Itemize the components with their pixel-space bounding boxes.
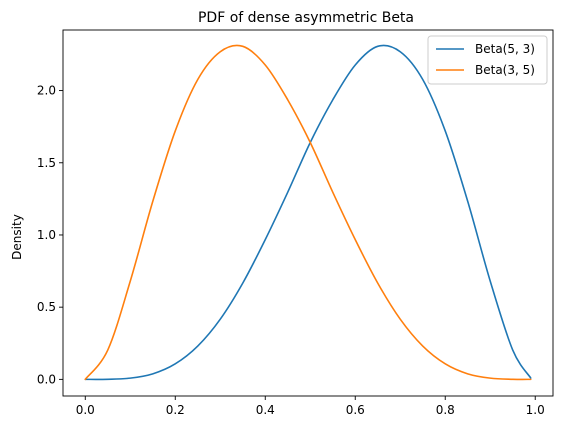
series-line-1 bbox=[84, 44, 532, 381]
axes: 0.0 0.2 0.4 0.6 0.8 1.0 0.0 0.5 1.0 1.5 2.0 bbox=[37, 29, 554, 417]
chart-title: PDF of dense asymmetric Beta bbox=[198, 10, 414, 26]
x-tick-label: 1.0 bbox=[526, 403, 545, 417]
x-tick-label: 0.0 bbox=[76, 403, 95, 417]
y-axis-label: Density bbox=[10, 214, 24, 260]
plot-area bbox=[84, 44, 532, 381]
legend-box bbox=[427, 35, 548, 85]
y-tick-label: 0.0 bbox=[37, 372, 56, 386]
series-line-2 bbox=[84, 44, 532, 381]
axes-frame bbox=[62, 29, 554, 397]
x-tick-label: 0.4 bbox=[256, 403, 275, 417]
legend: Beta(5, 3) Beta(3, 5) bbox=[427, 35, 548, 85]
x-tick-label: 0.8 bbox=[436, 403, 455, 417]
y-tick-label: 1.5 bbox=[37, 156, 56, 170]
y-tick-label: 0.5 bbox=[37, 300, 56, 314]
legend-label-1: Beta(5, 3) bbox=[475, 42, 535, 56]
x-tick-label: 0.6 bbox=[346, 403, 365, 417]
y-tick-label: 2.0 bbox=[37, 84, 56, 98]
y-tick-label: 1.0 bbox=[37, 228, 56, 242]
x-tick-label: 0.2 bbox=[166, 403, 185, 417]
legend-label-2: Beta(3, 5) bbox=[475, 63, 535, 77]
